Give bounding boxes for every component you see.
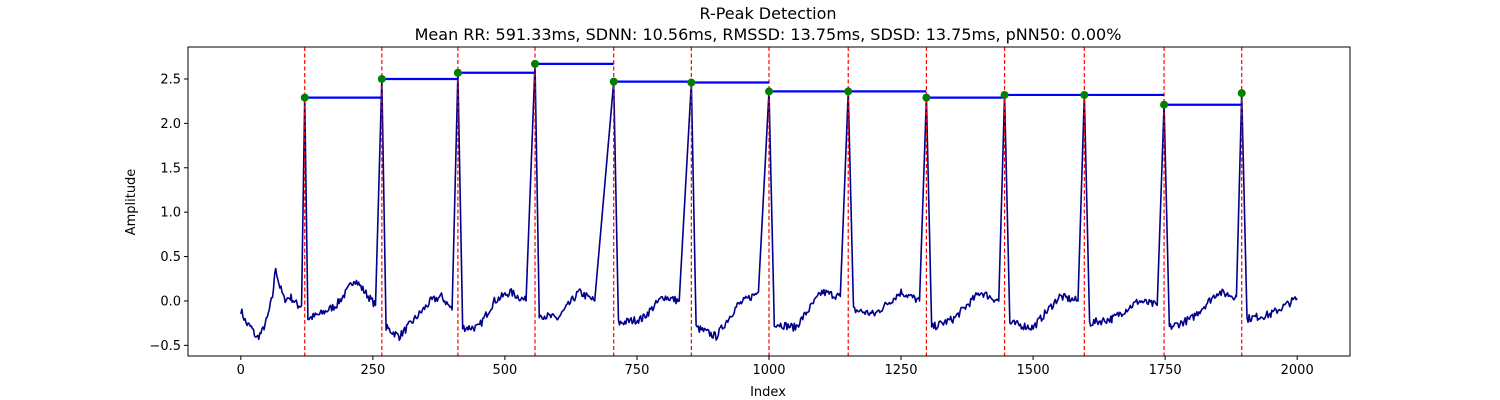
r-peak-point-11 [1160,100,1169,109]
r-peak-point-6 [765,87,773,96]
r-peak-point-2 [453,68,462,77]
x-tick-label-6: 1500 [1017,363,1050,378]
r-peak-point-8 [922,93,931,102]
r-peak-point-12 [1237,89,1246,98]
r-peak-point-4 [609,77,618,86]
r-peak-point-1 [377,74,386,83]
chart-subtitle: Mean RR: 591.33ms, SDNN: 10.56ms, RMSSD:… [415,25,1122,44]
x-tick-label-2: 500 [492,363,517,378]
chart-title: R-Peak Detection [699,4,836,23]
r-peak-point-3 [531,59,540,68]
y-tick-label-5: 2.0 [160,117,181,132]
y-tick-label-0: −0.5 [149,339,181,354]
ecg-signal-line [240,63,1298,341]
y-tick-label-1: 0.0 [160,294,181,309]
x-axis-label: Index [750,385,786,400]
x-tick-label-8: 2000 [1281,363,1314,378]
x-tick-label-7: 1750 [1149,363,1182,378]
y-tick-label-2: 0.5 [160,250,181,265]
y-axis-label: Amplitude [124,169,139,236]
r-peak-point-0 [300,93,309,102]
x-tick-label-4: 1000 [752,363,785,378]
r-peak-point-5 [687,78,696,87]
plot-area: 0 250 500 750 1000 1250 1500 1750 2000 −0.5 0.0 0.5… [149,46,1351,378]
r-peak-point-9 [1000,90,1009,99]
y-tick-label-3: 1.0 [160,206,181,221]
x-tick-label-1: 250 [360,363,385,378]
x-tick-label-0: 0 [237,363,245,378]
r-peak-point-7 [844,87,853,96]
x-tick-label-5: 1250 [884,363,917,378]
r-peak-point-10 [1080,90,1089,99]
y-tick-label-4: 1.5 [160,161,181,176]
x-tick-label-3: 750 [625,363,650,378]
y-tick-label-6: 2.5 [160,72,181,87]
